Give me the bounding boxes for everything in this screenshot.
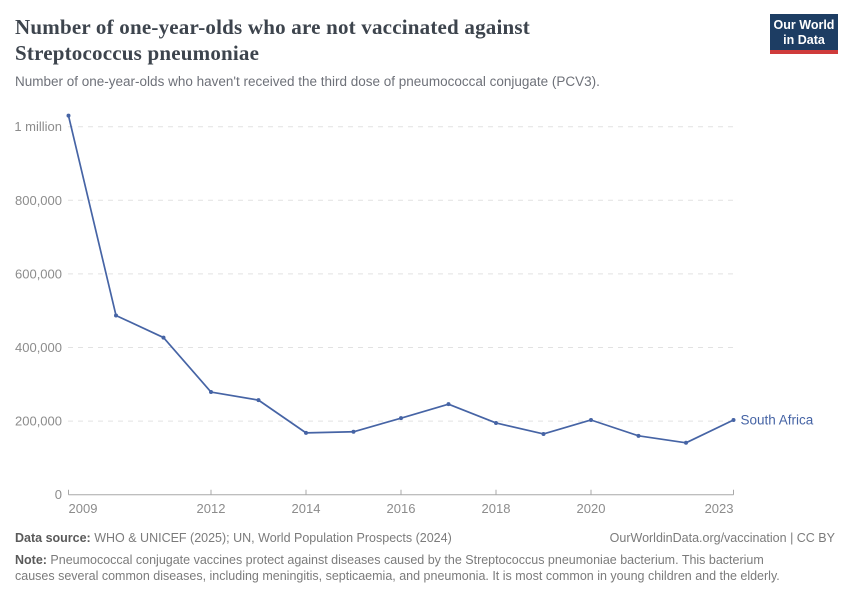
y-axis-tick-label: 0 [55,487,62,502]
data-point[interactable] [209,390,213,395]
x-axis-tick-label: 2018 [482,501,511,516]
chart-subtitle: Number of one-year-olds who haven't rece… [15,74,600,89]
data-point[interactable] [589,417,593,422]
y-axis-tick-label: 800,000 [15,193,62,208]
series-end-label[interactable]: South Africa [741,412,814,427]
attribution-link[interactable]: OurWorldinData.org/vaccination | CC BY [609,531,835,545]
data-point[interactable] [351,429,356,434]
data-line [67,114,735,444]
x-axis-tick-label: 2009 [69,501,98,516]
data-point[interactable] [684,440,688,445]
y-axis-tick-label: 1 million [14,119,62,134]
x-axis-tick-label: 2023 [705,501,734,516]
data-point[interactable] [494,420,498,425]
y-axis-tick-label: 200,000 [15,414,62,429]
owid-logo[interactable]: Our World in Data [770,14,838,54]
y-axis-tick-label: 600,000 [15,266,62,281]
chart-footer: Data source: WHO & UNICEF (2025); UN, Wo… [15,531,835,584]
data-point[interactable] [114,313,118,318]
data-point[interactable] [731,417,736,422]
x-axis-tick-label: 2014 [292,501,321,516]
owid-logo-red-bar [770,50,838,54]
data-source-label: Data source: [15,531,91,545]
owid-logo-text: Our World in Data [770,14,838,50]
data-point[interactable] [304,430,308,435]
data-point[interactable] [446,402,451,407]
x-axis-tick-label: 2012 [197,501,226,516]
data-point[interactable] [399,416,403,421]
x-axis-tick-label: 2020 [577,501,606,516]
data-point[interactable] [66,113,71,118]
chart-note: Note: Pneumococcal conjugate vaccines pr… [15,553,780,583]
chart-title: Number of one-year-olds who are not vacc… [15,15,530,65]
data-point[interactable] [541,431,546,436]
note-label: Note: [15,553,47,567]
y-axis-tick-label: 400,000 [15,340,62,355]
line-chart[interactable]: 0 200,000 400,000 600,000 800,000 1 million 20… [0,0,850,530]
x-axis-tick-label: 2016 [387,501,416,516]
data-source: Data source: WHO & UNICEF (2025); UN, Wo… [15,531,452,545]
data-point[interactable] [636,433,641,438]
data-point[interactable] [161,335,166,340]
data-point[interactable] [256,398,261,403]
